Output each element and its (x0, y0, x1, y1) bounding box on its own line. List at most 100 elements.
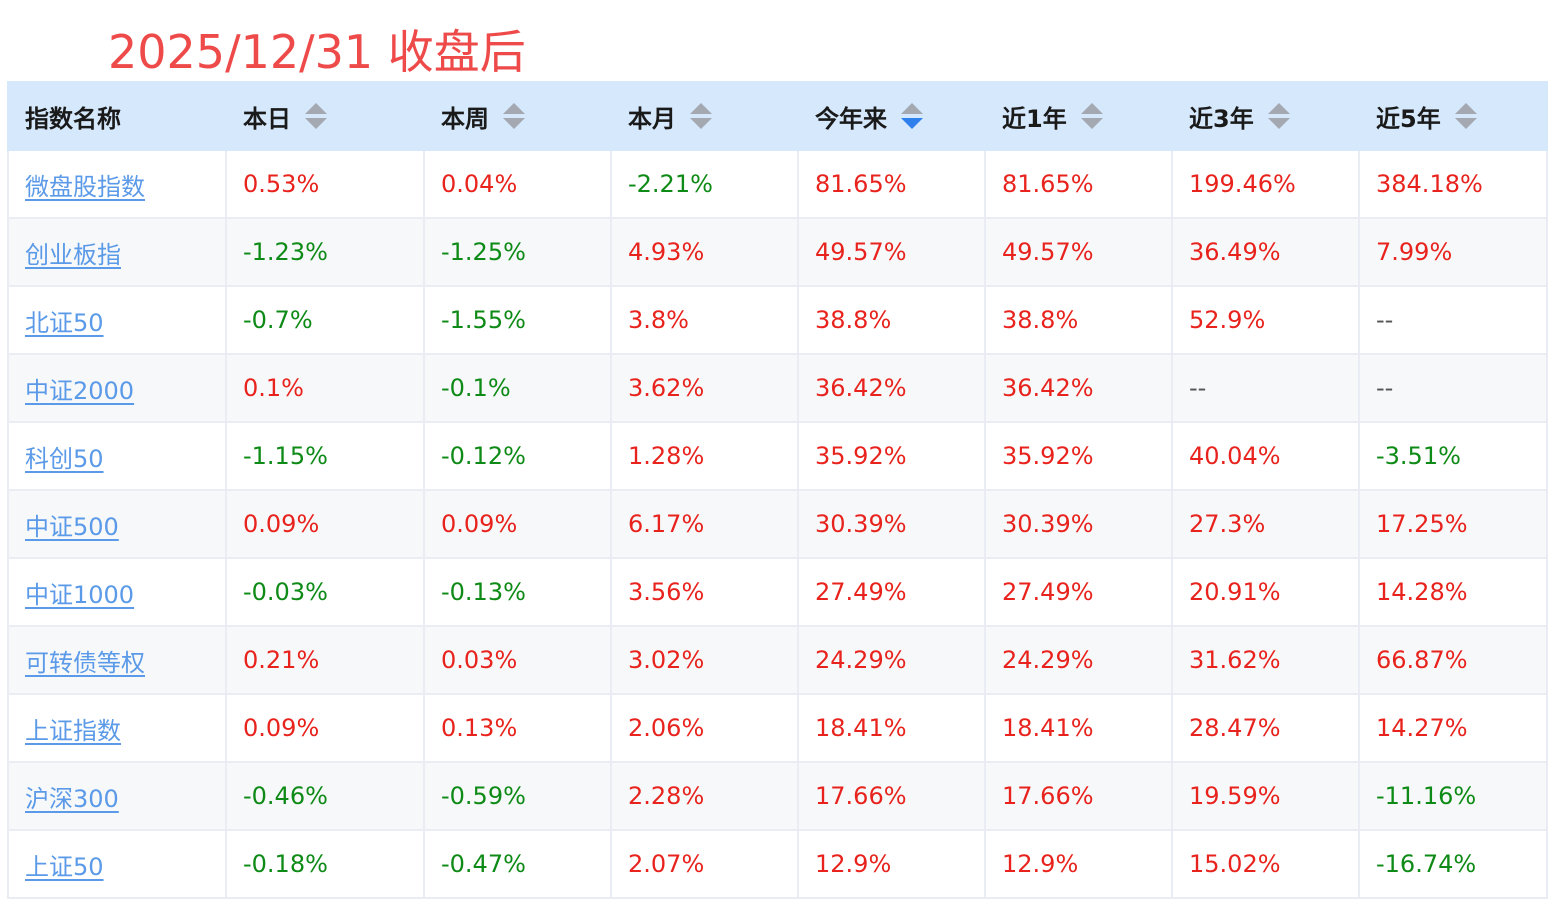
column-header-label: 近5年 (1376, 104, 1441, 133)
return-cell-today: -0.18% (225, 829, 425, 899)
sort-descending-icon[interactable] (305, 118, 327, 129)
column-header-label: 近3年 (1189, 104, 1254, 133)
sort-toggle-icon[interactable] (1267, 102, 1290, 130)
index-name-link[interactable]: 可转债等权 (25, 648, 145, 677)
return-cell-today: 0.09% (225, 489, 425, 559)
column-header-label: 今年来 (815, 104, 887, 133)
return-cell-3y: -- (1171, 353, 1360, 423)
sort-toggle-icon[interactable] (1454, 102, 1477, 130)
return-cell-this-week: 0.04% (423, 149, 612, 219)
column-header-today[interactable]: 本日 (225, 81, 425, 151)
return-cell-5y: -3.51% (1358, 421, 1548, 491)
column-header-this-month[interactable]: 本月 (610, 81, 799, 151)
table-row: 可转债等权 0.21% 0.03% 3.02% 24.29% 24.29% 31.62% 66… (7, 625, 1548, 695)
sort-ascending-icon[interactable] (1080, 103, 1103, 114)
table-row: 沪深300 -0.46% -0.59% 2.28% 17.66% 17.66% 19.59%… (7, 761, 1548, 831)
return-cell-3y: 52.9% (1171, 285, 1360, 355)
table-row: 微盘股指数 0.53% 0.04% -2.21% 81.65% 81.65% 199.46%… (7, 149, 1548, 219)
sort-descending-icon[interactable] (1454, 118, 1477, 129)
index-name-cell: 中证1000 (7, 557, 227, 627)
return-cell-today: -1.23% (225, 217, 425, 287)
return-cell-this-week: -1.25% (423, 217, 612, 287)
return-cell-1y: 24.29% (984, 625, 1173, 695)
index-name-cell: 微盘股指数 (7, 149, 227, 219)
return-cell-ytd: 35.92% (797, 421, 986, 491)
sort-descending-icon[interactable] (503, 118, 525, 129)
sort-descending-icon[interactable] (1080, 118, 1103, 129)
sort-descending-icon[interactable] (690, 118, 712, 129)
index-name-link[interactable]: 中证2000 (25, 376, 135, 405)
sort-descending-icon[interactable] (1267, 118, 1290, 129)
sort-toggle-icon[interactable] (901, 102, 923, 130)
return-cell-5y: 7.99% (1358, 217, 1548, 287)
index-name-link[interactable]: 上证50 (25, 852, 104, 881)
column-header-label: 近1年 (1002, 104, 1067, 133)
return-cell-3y: 28.47% (1171, 693, 1360, 763)
column-header-label: 指数名称 (25, 104, 121, 133)
table-body: 微盘股指数 0.53% 0.04% -2.21% 81.65% 81.65% 199.46%… (7, 149, 1548, 899)
sort-toggle-icon[interactable] (690, 102, 712, 130)
return-cell-today: -1.15% (225, 421, 425, 491)
return-cell-1y: 18.41% (984, 693, 1173, 763)
sort-ascending-icon[interactable] (1267, 103, 1290, 114)
return-cell-5y: 66.87% (1358, 625, 1548, 695)
index-name-link[interactable]: 科创50 (25, 444, 104, 473)
return-cell-1y: 17.66% (984, 761, 1173, 831)
return-cell-1y: 81.65% (984, 149, 1173, 219)
return-cell-this-month: 2.07% (610, 829, 799, 899)
return-cell-today: 0.1% (225, 353, 425, 423)
sort-toggle-icon[interactable] (305, 102, 327, 130)
table-row: 上证指数 0.09% 0.13% 2.06% 18.41% 18.41% 28.47% 14.… (7, 693, 1548, 763)
return-cell-5y: 14.28% (1358, 557, 1548, 627)
table-row: 北证50 -0.7% -1.55% 3.8% 38.8% 38.8% 52.9% -- (7, 285, 1548, 355)
sort-ascending-icon[interactable] (1454, 103, 1477, 114)
table-row: 创业板指 -1.23% -1.25% 4.93% 49.57% 49.57% 36.49% 7… (7, 217, 1548, 287)
return-cell-this-week: -0.47% (423, 829, 612, 899)
return-cell-3y: 27.3% (1171, 489, 1360, 559)
table-row: 科创50 -1.15% -0.12% 1.28% 35.92% 35.92% 40.04% -… (7, 421, 1548, 491)
return-cell-1y: 36.42% (984, 353, 1173, 423)
return-cell-this-month: 3.8% (610, 285, 799, 355)
return-cell-this-week: -0.1% (423, 353, 612, 423)
index-name-cell: 中证2000 (7, 353, 227, 423)
return-cell-3y: 15.02% (1171, 829, 1360, 899)
index-name-link[interactable]: 中证500 (25, 512, 119, 541)
table-row: 上证50 -0.18% -0.47% 2.07% 12.9% 12.9% 15.02% -16… (7, 829, 1548, 899)
return-cell-3y: 19.59% (1171, 761, 1360, 831)
index-name-link[interactable]: 北证50 (25, 308, 104, 337)
sort-ascending-icon[interactable] (305, 103, 327, 114)
column-header-5y[interactable]: 近5年 (1358, 81, 1548, 151)
return-cell-ytd: 18.41% (797, 693, 986, 763)
return-cell-5y: 14.27% (1358, 693, 1548, 763)
index-name-link[interactable]: 微盘股指数 (25, 172, 145, 201)
index-name-link[interactable]: 创业板指 (25, 240, 121, 269)
sort-ascending-icon[interactable] (690, 103, 712, 114)
sort-toggle-icon[interactable] (1080, 102, 1103, 130)
index-name-cell: 创业板指 (7, 217, 227, 287)
sort-ascending-icon[interactable] (503, 103, 525, 114)
return-cell-this-month: 4.93% (610, 217, 799, 287)
column-header-1y[interactable]: 近1年 (984, 81, 1173, 151)
return-cell-1y: 12.9% (984, 829, 1173, 899)
index-name-link[interactable]: 沪深300 (25, 784, 119, 813)
column-header-label: 本日 (243, 104, 291, 133)
column-header-this-week[interactable]: 本周 (423, 81, 612, 151)
column-header-ytd[interactable]: 今年来 (797, 81, 986, 151)
return-cell-3y: 31.62% (1171, 625, 1360, 695)
sort-ascending-icon[interactable] (901, 103, 923, 114)
sort-descending-icon[interactable] (901, 118, 923, 129)
return-cell-ytd: 12.9% (797, 829, 986, 899)
return-cell-1y: 35.92% (984, 421, 1173, 491)
index-name-cell: 沪深300 (7, 761, 227, 831)
return-cell-this-week: 0.03% (423, 625, 612, 695)
return-cell-3y: 36.49% (1171, 217, 1360, 287)
index-name-link[interactable]: 中证1000 (25, 580, 135, 609)
return-cell-this-month: 6.17% (610, 489, 799, 559)
table-row: 中证500 0.09% 0.09% 6.17% 30.39% 30.39% 27.3% 17.… (7, 489, 1548, 559)
return-cell-1y: 30.39% (984, 489, 1173, 559)
sort-toggle-icon[interactable] (503, 102, 525, 130)
column-header-3y[interactable]: 近3年 (1171, 81, 1360, 151)
index-name-link[interactable]: 上证指数 (25, 716, 121, 745)
return-cell-ytd: 81.65% (797, 149, 986, 219)
